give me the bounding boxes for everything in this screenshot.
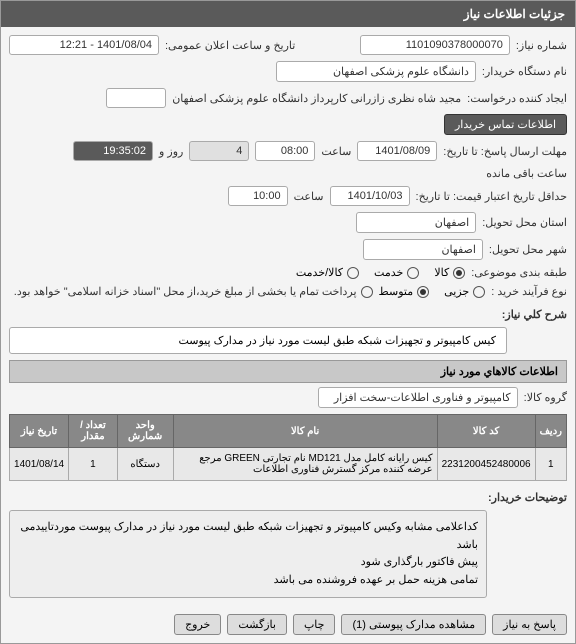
desc-box: کیس کامپیوتر و تجهیزات شبکه طبق لیست مور… xyxy=(9,327,507,354)
radio-mid-label: متوسط xyxy=(379,285,414,298)
province-label: استان محل تحویل: xyxy=(482,216,567,229)
proc-note: پرداخت تمام یا بخشی از مبلغ خرید،از محل … xyxy=(14,285,357,298)
radio-low-input xyxy=(473,286,485,298)
table-header-row: ردیف کد کالا نام کالا واحد شمارش تعداد /… xyxy=(10,415,567,448)
city-field: اصفهان xyxy=(363,239,483,260)
province-field: اصفهان xyxy=(356,212,476,233)
cell-idx: 1 xyxy=(535,448,566,481)
cell-date: 1401/08/14 xyxy=(10,448,69,481)
radio-low[interactable]: جزیی xyxy=(444,285,485,298)
radio-goods-input xyxy=(453,267,465,279)
radio-low-label: جزیی xyxy=(444,285,469,298)
th-name: نام کالا xyxy=(173,415,437,448)
panel-header: جزئیات اطلاعات نیاز xyxy=(1,1,575,27)
group-field: کامپیوتر و فناوری اطلاعات-سخت افزار xyxy=(318,387,518,408)
category-radio-group: کالا خدمت کالا/خدمت xyxy=(296,266,465,279)
reply-button[interactable]: پاسخ به نیاز xyxy=(492,614,567,635)
radio-mid[interactable]: متوسط xyxy=(379,285,430,298)
radio-goods-label: کالا xyxy=(434,266,449,279)
buyer-name-field: دانشگاه علوم پزشکی اصفهان xyxy=(276,61,476,82)
remain-time: 19:35:02 xyxy=(73,141,153,161)
pub-date-label: تاریخ و ساعت اعلان عمومی: xyxy=(165,39,295,52)
days-field: 4 xyxy=(189,141,249,161)
time-label-2: ساعت xyxy=(294,190,324,203)
requester-value: مجید شاه نظری زازرانی کارپرداز دانشگاه ع… xyxy=(172,92,461,105)
panel-content: شماره نیاز: 1101090378000070 تاریخ و ساع… xyxy=(1,27,575,606)
th-unit: واحد شمارش xyxy=(117,415,173,448)
th-code: کد کالا xyxy=(437,415,535,448)
attachments-button[interactable]: مشاهده مدارک پیوستی (1) xyxy=(341,614,486,635)
panel-title: جزئیات اطلاعات نیاز xyxy=(464,7,565,21)
proc-note-item: پرداخت تمام یا بخشی از مبلغ خرید،از محل … xyxy=(14,285,373,298)
footer-buttons: پاسخ به نیاز مشاهده مدارک پیوستی (1) چاپ… xyxy=(1,606,575,643)
print-button[interactable]: چاپ xyxy=(293,614,336,635)
buyer-note-1: کداعلامی مشابه وکیس کامپیوتر و تجهیزات ش… xyxy=(18,519,478,554)
contact-button[interactable]: اطلاعات تماس خریدار xyxy=(444,114,567,135)
buyer-note-3: تمامی هزینه حمل بر عهده فروشنده می باشد xyxy=(18,572,478,590)
th-row: ردیف xyxy=(535,415,566,448)
radio-service[interactable]: خدمت xyxy=(374,266,419,279)
requester-extra xyxy=(106,88,166,108)
city-label: شهر محل تحویل: xyxy=(489,243,567,256)
deadline-date: 1401/08/09 xyxy=(357,141,437,161)
deadline-label: مهلت ارسال پاسخ: تا تاریخ: xyxy=(443,145,567,158)
desc-label: شرح کلي نیاز: xyxy=(502,308,567,321)
deadline-time: 08:00 xyxy=(255,141,315,161)
buyer-name-label: نام دستگاه خریدار: xyxy=(482,65,567,78)
radio-service-input xyxy=(407,267,419,279)
valid-label: حداقل تاریخ اعتبار قیمت: تا تاریخ: xyxy=(416,190,567,203)
proc-label: نوع فرآیند خرید : xyxy=(491,285,567,298)
buyer-notes-box: کداعلامی مشابه وکیس کامپیوتر و تجهیزات ش… xyxy=(9,510,487,598)
remain-label: ساعت باقی مانده xyxy=(486,167,567,180)
req-num-field: 1101090378000070 xyxy=(360,35,510,55)
items-table: ردیف کد کالا نام کالا واحد شمارش تعداد /… xyxy=(9,414,567,481)
exit-button[interactable]: خروج xyxy=(174,614,221,635)
items-section-label: اطلاعات کالاهاي مورد نیاز xyxy=(9,360,567,383)
pub-date-field: 1401/08/04 - 12:21 xyxy=(9,35,159,55)
back-button[interactable]: بازگشت xyxy=(227,614,287,635)
radio-both-label: کالا/خدمت xyxy=(296,266,343,279)
cell-qty: 1 xyxy=(69,448,118,481)
valid-time: 10:00 xyxy=(228,186,288,206)
details-panel: جزئیات اطلاعات نیاز شماره نیاز: 11010903… xyxy=(0,0,576,644)
buyer-notes-label: توضیحات خریدار: xyxy=(488,491,567,504)
th-date: تاریخ نیاز xyxy=(10,415,69,448)
radio-both[interactable]: کالا/خدمت xyxy=(296,266,359,279)
group-label: گروه کالا: xyxy=(524,391,567,404)
req-num-label: شماره نیاز: xyxy=(516,39,567,52)
radio-goods[interactable]: کالا xyxy=(434,266,465,279)
radio-service-label: خدمت xyxy=(374,266,403,279)
days-label: روز و xyxy=(159,145,183,158)
radio-mid-input xyxy=(417,286,429,298)
category-label: طبقه بندی موضوعی: xyxy=(471,266,567,279)
valid-date: 1401/10/03 xyxy=(330,186,410,206)
requester-label: ایجاد کننده درخواست: xyxy=(467,92,567,105)
table-row: 1 2231200452480006 کیس رایانه کامل مدل M… xyxy=(10,448,567,481)
cell-name: کیس رایانه کامل مدل MD121 نام تجارتی GRE… xyxy=(173,448,437,481)
proc-radio-group: جزیی متوسط xyxy=(379,285,486,298)
cell-unit: دستگاه xyxy=(117,448,173,481)
radio-both-input xyxy=(347,267,359,279)
proc-note-check xyxy=(361,286,373,298)
th-qty: تعداد / مقدار xyxy=(69,415,118,448)
cell-code: 2231200452480006 xyxy=(437,448,535,481)
time-label-1: ساعت xyxy=(321,145,351,158)
